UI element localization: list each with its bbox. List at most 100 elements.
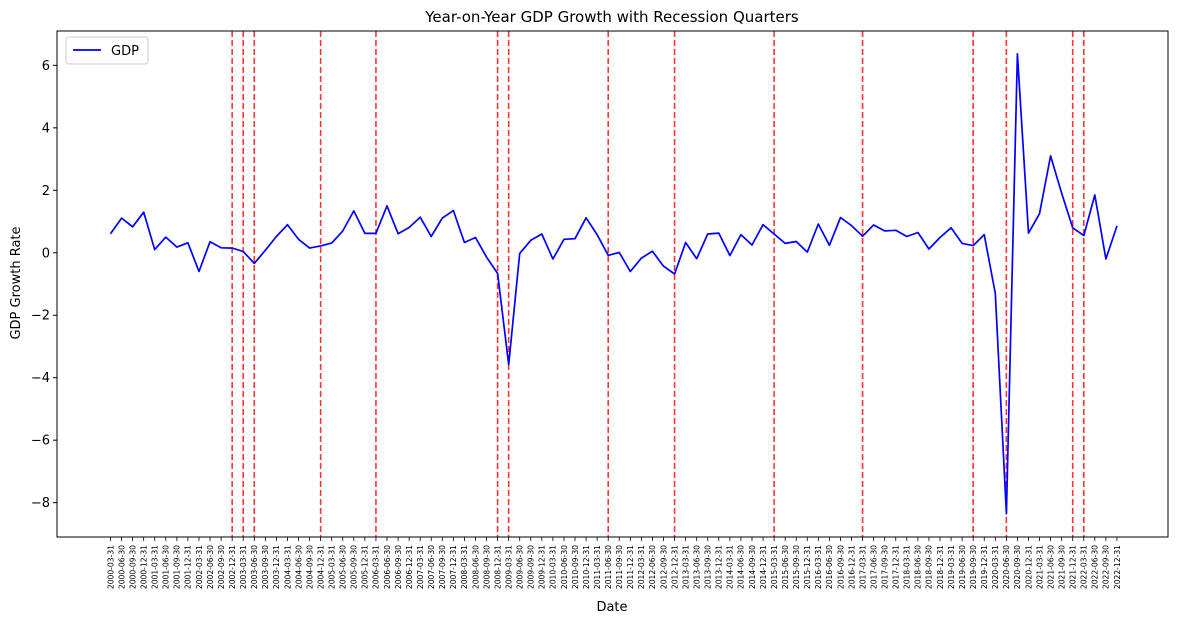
- y-tick-label: 6: [42, 59, 50, 74]
- x-tick-label: 2003-03-31: [239, 545, 248, 589]
- x-tick-label: 2010-03-31: [549, 545, 558, 589]
- x-tick-label: 2006-12-31: [405, 545, 414, 589]
- x-tick-label: 2000-06-30: [117, 545, 126, 589]
- x-tick-label: 2016-09-30: [836, 545, 845, 589]
- x-tick-label: 2017-03-31: [858, 545, 867, 589]
- x-tick-label: 2000-09-30: [128, 545, 137, 589]
- x-tick-label: 2002-06-30: [206, 545, 215, 589]
- x-tick-label: 2019-03-31: [947, 545, 956, 589]
- x-tick-label: 2013-09-30: [704, 545, 713, 589]
- y-axis-label: GDP Growth Rate: [9, 226, 24, 339]
- chart-title: Year-on-Year GDP Growth with Recession Q…: [424, 8, 799, 26]
- y-axis: 6 4 2 0 −2 −4 −6 −8: [31, 59, 57, 511]
- x-tick-label: 2011-06-30: [604, 545, 613, 589]
- x-tick-label: 2009-12-31: [538, 545, 547, 589]
- x-tick-label: 2014-06-30: [737, 545, 746, 589]
- y-tick-label: −2: [31, 309, 50, 324]
- x-tick-label: 2005-12-31: [361, 545, 370, 589]
- x-tick-label: 2017-09-30: [881, 545, 890, 589]
- x-tick-label: 2009-09-30: [527, 545, 536, 589]
- x-tick-label: 2009-03-31: [505, 545, 514, 589]
- legend-box: [65, 36, 149, 65]
- y-tick-label: −6: [31, 434, 50, 449]
- y-tick-label: −8: [31, 496, 50, 511]
- x-tick-label: 2011-09-30: [615, 545, 624, 589]
- x-tick-label: 2006-06-30: [383, 545, 392, 589]
- x-tick-label: 2022-03-31: [1080, 545, 1089, 589]
- x-tick-label: 2020-06-30: [1002, 545, 1011, 589]
- x-tick-label: 2000-12-31: [140, 545, 149, 589]
- x-tick-label: 2014-03-31: [726, 545, 735, 589]
- x-tick-label: 2006-09-30: [394, 545, 403, 589]
- x-tick-label: 2008-06-30: [471, 545, 480, 589]
- x-tick-label: 2011-12-31: [626, 545, 635, 589]
- x-tick-label: 2018-03-31: [903, 545, 912, 589]
- x-tick-label: 2000-03-31: [106, 545, 115, 589]
- x-tick-label: 2008-09-30: [482, 545, 491, 589]
- legend-label-gdp: GDP: [111, 44, 139, 59]
- x-tick-label: 2020-03-31: [991, 545, 1000, 589]
- x-tick-label: 2002-09-30: [217, 545, 226, 589]
- x-tick-label: 2018-12-31: [936, 545, 945, 589]
- x-tick-label: 2019-12-31: [980, 545, 989, 589]
- x-tick-label: 2021-09-30: [1058, 545, 1067, 589]
- x-tick-label: 2017-06-30: [869, 545, 878, 589]
- x-tick-label: 2007-06-30: [427, 545, 436, 589]
- x-axis: 2000-03-31 2000-06-30 2000-09-30 2000-12-31…: [106, 537, 1122, 589]
- x-tick-label: 2022-09-30: [1102, 545, 1111, 589]
- x-tick-label: 2006-03-31: [372, 545, 381, 589]
- x-tick-label: 2014-12-31: [759, 545, 768, 589]
- x-tick-label: 2015-03-31: [770, 545, 779, 589]
- x-tick-label: 2003-12-31: [272, 545, 281, 589]
- x-tick-label: 2022-06-30: [1091, 545, 1100, 589]
- x-tick-label: 2016-12-31: [847, 545, 856, 589]
- y-tick-label: 2: [42, 184, 50, 199]
- x-tick-label: 2005-03-31: [328, 545, 337, 589]
- x-tick-label: 2019-06-30: [958, 545, 967, 589]
- recession-lines: [231, 31, 1085, 537]
- x-tick-label: 2015-06-30: [781, 545, 790, 589]
- x-tick-label: 2021-06-30: [1046, 545, 1055, 589]
- x-axis-label: Date: [596, 600, 627, 615]
- x-tick-label: 2021-03-31: [1035, 545, 1044, 589]
- x-tick-label: 2004-12-31: [316, 545, 325, 589]
- x-tick-label: 2018-06-30: [914, 545, 923, 589]
- x-tick-label: 2008-12-31: [493, 545, 502, 589]
- x-tick-label: 2002-03-31: [195, 545, 204, 589]
- x-tick-label: 2003-06-30: [250, 545, 259, 589]
- x-tick-label: 2007-09-30: [438, 545, 447, 589]
- x-tick-label: 2013-12-31: [715, 545, 724, 589]
- x-tick-label: 2012-12-31: [670, 545, 679, 589]
- x-tick-label: 2009-06-30: [516, 545, 525, 589]
- x-tick-label: 2013-03-31: [681, 545, 690, 589]
- x-tick-label: 2015-12-31: [803, 545, 812, 589]
- x-tick-label: 2010-09-30: [571, 545, 580, 589]
- x-tick-label: 2017-12-31: [892, 545, 901, 589]
- x-tick-label: 2022-12-31: [1113, 545, 1122, 589]
- x-tick-label: 2012-09-30: [659, 545, 668, 589]
- x-tick-label: 2010-06-30: [560, 545, 569, 589]
- series-line-gdp: [109, 52, 1118, 515]
- x-tick-label: 2012-06-30: [648, 545, 657, 589]
- y-tick-label: −4: [31, 371, 50, 386]
- y-tick-label: 0: [42, 246, 50, 261]
- x-tick-label: 2001-09-30: [173, 545, 182, 589]
- y-tick-label: 4: [42, 121, 50, 136]
- x-tick-label: 2016-06-30: [825, 545, 834, 589]
- series-lines: [109, 52, 1118, 515]
- x-tick-label: 2007-03-31: [416, 545, 425, 589]
- x-tick-label: 2002-12-31: [228, 545, 237, 589]
- x-tick-label: 2010-12-31: [582, 545, 591, 589]
- x-tick-label: 2001-06-30: [162, 545, 171, 589]
- x-tick-label: 2020-12-31: [1024, 545, 1033, 589]
- x-tick-label: 2019-09-30: [969, 545, 978, 589]
- x-tick-label: 2016-03-31: [814, 545, 823, 589]
- x-tick-label: 2011-03-31: [593, 545, 602, 589]
- x-tick-label: 2018-09-30: [925, 545, 934, 589]
- legend: GDP: [65, 36, 149, 65]
- x-tick-label: 2004-06-30: [294, 545, 303, 589]
- x-tick-label: 2013-06-30: [693, 545, 702, 589]
- x-tick-label: 2005-06-30: [339, 545, 348, 589]
- x-tick-label: 2014-09-30: [748, 545, 757, 589]
